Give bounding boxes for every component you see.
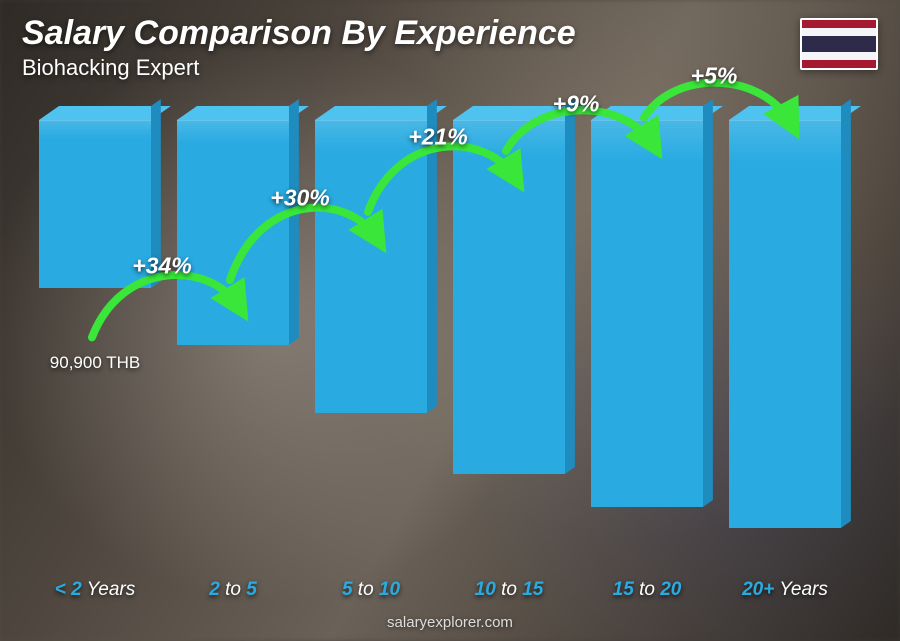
bar-front (729, 120, 841, 528)
bar (315, 120, 427, 413)
footer-credit: salaryexplorer.com (0, 614, 900, 631)
bar-column: 221,000 THB (720, 120, 850, 563)
bar-column: 192,000 THB (444, 120, 574, 563)
x-axis-label: 15 to 20 (582, 579, 712, 601)
percent-increase-label: +9% (553, 90, 600, 117)
bar (453, 120, 565, 474)
flag-stripe (802, 28, 876, 36)
x-axis-label: 2 to 5 (168, 579, 298, 601)
bar (591, 120, 703, 507)
x-axis-label: < 2 Years (30, 579, 160, 601)
salary-bar-chart: 90,900 THB122,000 THB159,000 THB192,000 … (30, 120, 850, 563)
page-subtitle: Biohacking Expert (22, 55, 878, 81)
bar-front (177, 120, 289, 345)
flag-stripe (802, 60, 876, 68)
thailand-flag-icon (800, 18, 878, 70)
bar-front (315, 120, 427, 413)
bar-side (565, 99, 575, 474)
x-axis-labels: < 2 Years 2 to 5 5 to 10 10 to 15 15 to 20 20… (30, 579, 850, 601)
x-axis-label: 20+ Years (720, 579, 850, 601)
bar (177, 120, 289, 345)
x-axis-label: 10 to 15 (444, 579, 574, 601)
bar-side (289, 99, 299, 345)
percent-increase-label: +30% (270, 184, 329, 211)
flag-stripe (802, 20, 876, 28)
flag-stripe (802, 36, 876, 52)
bar-group: 90,900 THB122,000 THB159,000 THB192,000 … (30, 120, 850, 563)
bar-side (703, 99, 713, 507)
bar-side (841, 99, 851, 528)
bar-front (591, 120, 703, 507)
percent-increase-label: +34% (132, 253, 191, 280)
percent-increase-label: +21% (408, 123, 467, 150)
header: Salary Comparison By Experience Biohacki… (22, 14, 878, 81)
x-axis-label: 5 to 10 (306, 579, 436, 601)
bar-value-label: 90,900 THB (4, 353, 186, 373)
page-title: Salary Comparison By Experience (22, 14, 878, 53)
bar-column: 90,900 THB (30, 120, 160, 563)
bar (729, 120, 841, 528)
flag-stripe (802, 52, 876, 60)
bar-column: 210,000 THB (582, 120, 712, 563)
percent-increase-label: +5% (691, 62, 738, 89)
bar-front (453, 120, 565, 474)
